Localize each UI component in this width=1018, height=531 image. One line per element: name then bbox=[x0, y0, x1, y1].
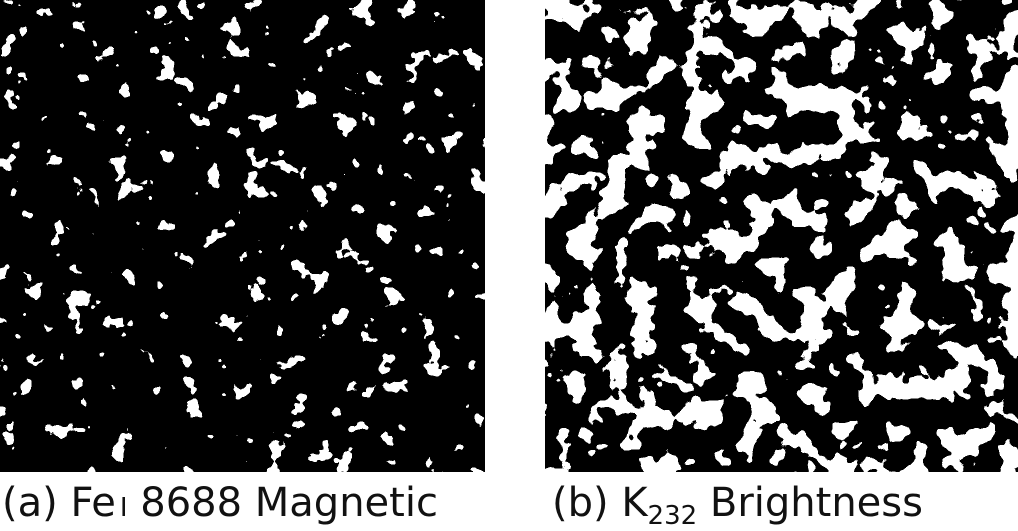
caption-part: (a) Fe bbox=[2, 480, 116, 526]
magnetogram-image bbox=[0, 0, 485, 472]
figure: (a) FeI 8688 Magnetic (b) K232 Brightnes… bbox=[0, 0, 1018, 531]
caption-part: Brightness bbox=[697, 480, 923, 526]
caption-part: (b) K bbox=[552, 480, 649, 526]
caption-part: 8688 Magnetic bbox=[128, 480, 438, 526]
brightness-image bbox=[545, 0, 1018, 472]
caption-b: (b) K232 Brightness bbox=[552, 480, 923, 531]
caption-part: 232 bbox=[648, 501, 698, 531]
caption-part: I bbox=[120, 493, 128, 523]
